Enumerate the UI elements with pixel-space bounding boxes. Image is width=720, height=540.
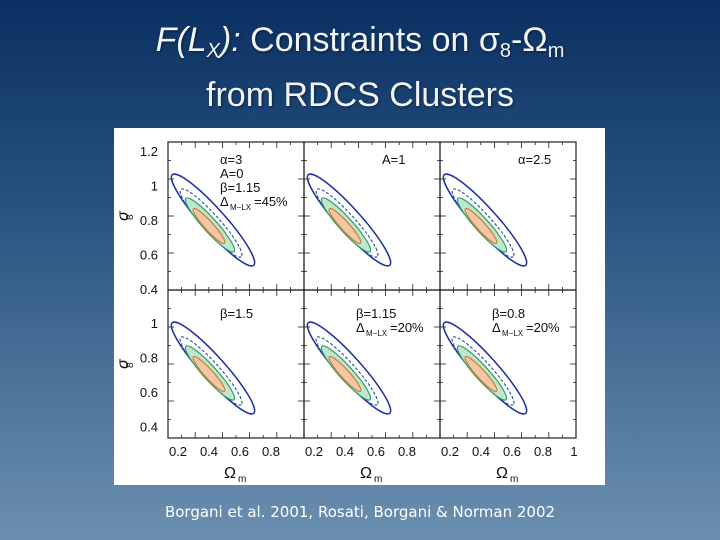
x-tick-label: 1 (570, 444, 577, 459)
y-tick-label: 1 (151, 179, 158, 194)
x-tick-label: 0.6 (503, 444, 521, 459)
contour-core (464, 207, 498, 245)
contour-core (192, 355, 226, 393)
panel-annotation-sub: M−LX (230, 203, 252, 212)
y-axis-label-sub: 8 (125, 362, 136, 368)
constraint-figure: 1.2 1 0.8 0.6 0.4 1 0.8 0.6 0.4 σ 8 σ 8 0.2 0.4 0.6 0.8 Ω… (114, 128, 605, 485)
x-axis-label: Ω (496, 465, 508, 482)
x-tick-label: 0.8 (262, 444, 280, 459)
panel-frame (303, 141, 441, 291)
x-tick-label: 0.8 (534, 444, 552, 459)
slide-title: F(LX): Constraints on σ8-Ωm from RDCS Cl… (0, 18, 720, 117)
citation-caption: Borgani et al. 2001, Rosati, Borgani & N… (164, 503, 556, 521)
y-tick-label: 0.8 (140, 213, 158, 228)
x-tick-label: 0.2 (441, 444, 459, 459)
contour-core (464, 355, 498, 393)
y-tick-label: 1 (151, 316, 158, 331)
x-axis-label-sub: m (238, 474, 246, 485)
panel-annotation: =20% (390, 320, 424, 335)
panel-annotation: β=1.15 (356, 306, 396, 321)
panel-annotation: Δ (356, 320, 365, 335)
panel-annotation: =45% (254, 194, 288, 209)
x-tick-label: 0.4 (472, 444, 490, 459)
x-tick-label: 0.4 (200, 444, 218, 459)
panel-annotation: Δ (492, 320, 501, 335)
y-tick-label: 0.4 (140, 420, 158, 435)
panel-annotation: β=1.15 (220, 180, 260, 195)
contour-core (328, 355, 362, 393)
panel-annotation: α=3 (220, 152, 242, 167)
panel-annotation: A=1 (382, 152, 406, 167)
y-tick-label: 0.6 (140, 385, 158, 400)
x-tick-label: 0.4 (336, 444, 354, 459)
x-axis-label-sub: m (510, 474, 518, 485)
x-axis-label-sub: m (374, 474, 382, 485)
y-tick-label: 1.2 (140, 144, 158, 159)
panel-frame (439, 141, 577, 291)
title-flx: F(LX): (155, 21, 241, 62)
panel-annotation: Δ (220, 194, 229, 209)
contour-core (328, 207, 362, 245)
panel-annotation: A=0 (220, 166, 244, 181)
title-line-1: F(LX): Constraints on σ8-Ωm (155, 21, 565, 62)
panel-annotation: =20% (526, 320, 560, 335)
x-tick-label: 0.6 (231, 444, 249, 459)
x-tick-label: 0.2 (169, 444, 187, 459)
x-axis-label: Ω (360, 465, 372, 482)
x-tick-label: 0.6 (367, 444, 385, 459)
x-tick-label: 0.2 (305, 444, 323, 459)
y-axis-label: σ (115, 210, 132, 221)
panel-annotation: α=2.5 (518, 152, 551, 167)
x-tick-label: 0.8 (398, 444, 416, 459)
panel-annotation: β=1.5 (220, 306, 253, 321)
y-tick-label: 0.4 (140, 282, 158, 297)
y-tick-label: 0.8 (140, 351, 158, 366)
title-line-2: from RDCS Clusters (206, 76, 514, 114)
y-tick-label: 0.6 (140, 248, 158, 263)
panel-annotation: β=0.8 (492, 306, 525, 321)
x-axis-label: Ω (224, 465, 236, 482)
contour-core (192, 207, 226, 245)
panel-annotation-sub: M−LX (502, 329, 524, 338)
panel-annotation-sub: M−LX (366, 329, 388, 338)
y-axis-label: σ (115, 358, 132, 369)
y-axis-label-sub: 8 (125, 214, 136, 220)
